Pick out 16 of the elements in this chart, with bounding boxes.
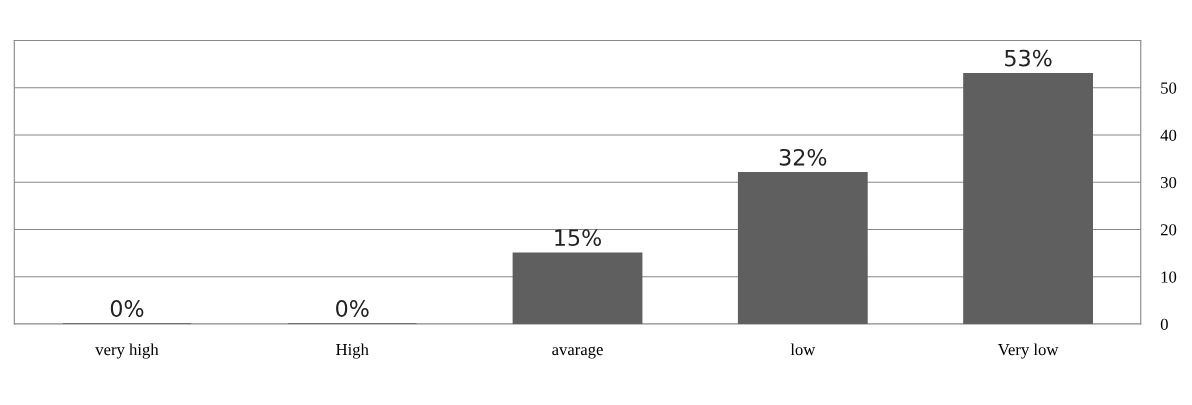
- data-label: 0%: [110, 300, 144, 317]
- y-tick-label: 0: [1160, 318, 1168, 330]
- x-tick-label: High: [336, 343, 369, 359]
- y-tick-label: 40: [1160, 129, 1177, 141]
- y-tick-label: 50: [1161, 82, 1177, 94]
- x-tick-label: low: [790, 343, 816, 356]
- data-label: 0%: [336, 300, 369, 317]
- x-tick-label: avarage: [552, 346, 603, 359]
- data-label: 15%: [555, 229, 601, 247]
- x-tick-label: very high: [95, 343, 159, 359]
- data-label: 32%: [779, 148, 827, 166]
- x-tick-label: Very low: [997, 343, 1059, 359]
- y-tick-label: 10: [1161, 271, 1177, 283]
- data-label: 53%: [1005, 49, 1052, 67]
- y-tick-label: 30: [1160, 176, 1177, 189]
- y-tick-label: 20: [1160, 224, 1177, 236]
